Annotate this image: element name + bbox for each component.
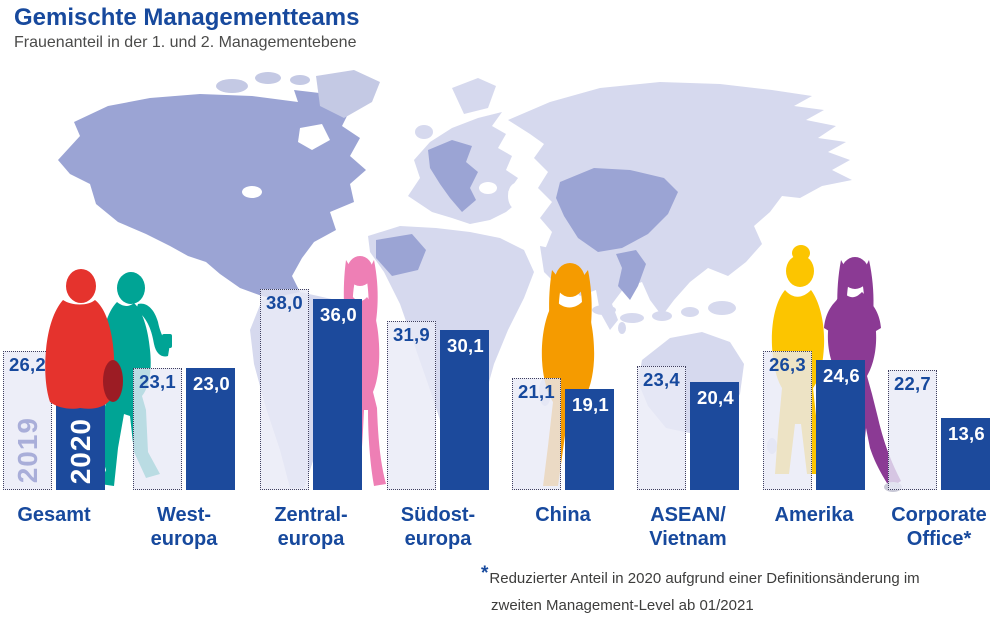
bar-2020-gesamt: 24,1 2020 — [56, 362, 105, 490]
chart-title: Gemischte Managementteams — [14, 4, 360, 31]
bar-2019-asean-vietnam: 23,4 — [637, 366, 686, 490]
footnote-line-2: zweiten Management-Level ab 01/2021 — [491, 597, 754, 614]
footnote-asterisk: * — [481, 563, 489, 584]
bar-value-2019-china: 21,1 — [518, 381, 555, 402]
bar-2020-asean-vietnam: 20,4 — [690, 382, 739, 490]
category-label-line: West- — [156, 504, 212, 526]
bar-2019-west-europa: 23,1 — [133, 368, 182, 490]
category-label-west-europa: West-europa — [114, 503, 254, 551]
bar-value-2020-gesamt: 24,1 — [63, 367, 100, 388]
category-label-line: Vietnam — [649, 528, 727, 550]
chart-subtitle: Frauenanteil in der 1. und 2. Management… — [14, 33, 357, 51]
bar-value-2020-zentral-europa: 36,0 — [320, 304, 357, 325]
bar-value-2019-zentral-europa: 38,0 — [266, 292, 303, 313]
bar-2020-west-europa: 23,0 — [186, 368, 235, 490]
bar-value-2019-asean-vietnam: 23,4 — [643, 369, 680, 390]
category-label-corporate-office: Corporate Office* — [869, 503, 1000, 551]
bar-value-2019-west-europa: 23,1 — [139, 371, 176, 392]
bar-value-2020-china: 19,1 — [572, 394, 609, 415]
bar-2020-sudost-europa: 30,1 — [440, 330, 489, 490]
category-label-line: Amerika — [774, 504, 854, 526]
bar-2019-amerika: 26,3 — [763, 351, 812, 490]
footnote: *Reduzierter Anteil in 2020 aufgrund ein… — [481, 557, 920, 619]
bar-2019-china: 21,1 — [512, 378, 561, 490]
category-label-line: europa — [150, 528, 218, 550]
category-label-line: Corporate — [891, 504, 987, 526]
category-label-china: China — [493, 503, 633, 527]
bar-value-2020-west-europa: 23,0 — [193, 373, 230, 394]
bar-2020-china: 19,1 — [565, 389, 614, 490]
category-label-line: Office* — [906, 528, 972, 550]
bar-2020-corporate-office: 13,6 — [941, 418, 990, 490]
category-label-line: ASEAN/ — [650, 504, 726, 526]
category-label-sudost-europa: Südost-europa — [368, 503, 508, 551]
bar-2020-zentral-europa: 36,0 — [313, 299, 362, 490]
category-label-gesamt: Gesamt — [0, 503, 124, 527]
bar-2019-corporate-office: 22,7 — [888, 370, 937, 490]
category-label-line: China — [535, 504, 591, 526]
bar-2019-sudost-europa: 31,9 — [387, 321, 436, 490]
bar-2019-gesamt: 26,2 2019 — [3, 351, 52, 490]
header: Gemischte Managementteams Frauenanteil i… — [14, 4, 359, 52]
bar-2019-zentral-europa: 38,0 — [260, 289, 309, 490]
bar-value-2020-sudost-europa: 30,1 — [447, 335, 484, 356]
year-label-2020: 2020 — [64, 417, 96, 484]
category-label-line: europa — [404, 528, 472, 550]
year-label-2019: 2019 — [11, 416, 43, 483]
category-label-line: Zentral- — [274, 504, 348, 526]
category-label-line: Gesamt — [17, 504, 91, 526]
bar-value-2020-asean-vietnam: 20,4 — [697, 387, 734, 408]
footnote-line-1: Reduzierter Anteil in 2020 aufgrund eine… — [489, 570, 920, 587]
category-label-line: Südost- — [400, 504, 476, 526]
bar-2020-amerika: 24,6 — [816, 360, 865, 490]
bar-value-2019-sudost-europa: 31,9 — [393, 324, 430, 345]
bar-value-2019-gesamt: 26,2 — [9, 354, 46, 375]
category-label-asean-vietnam: ASEAN/Vietnam — [618, 503, 758, 551]
bar-value-2020-amerika: 24,6 — [823, 365, 860, 386]
category-label-zentral-europa: Zentral-europa — [241, 503, 381, 551]
category-label-line: europa — [277, 528, 345, 550]
bar-value-2019-corporate-office: 22,7 — [894, 373, 931, 394]
bar-value-2020-corporate-office: 13,6 — [948, 423, 985, 444]
bar-value-2019-amerika: 26,3 — [769, 354, 806, 375]
category-label-amerika: Amerika — [744, 503, 884, 527]
